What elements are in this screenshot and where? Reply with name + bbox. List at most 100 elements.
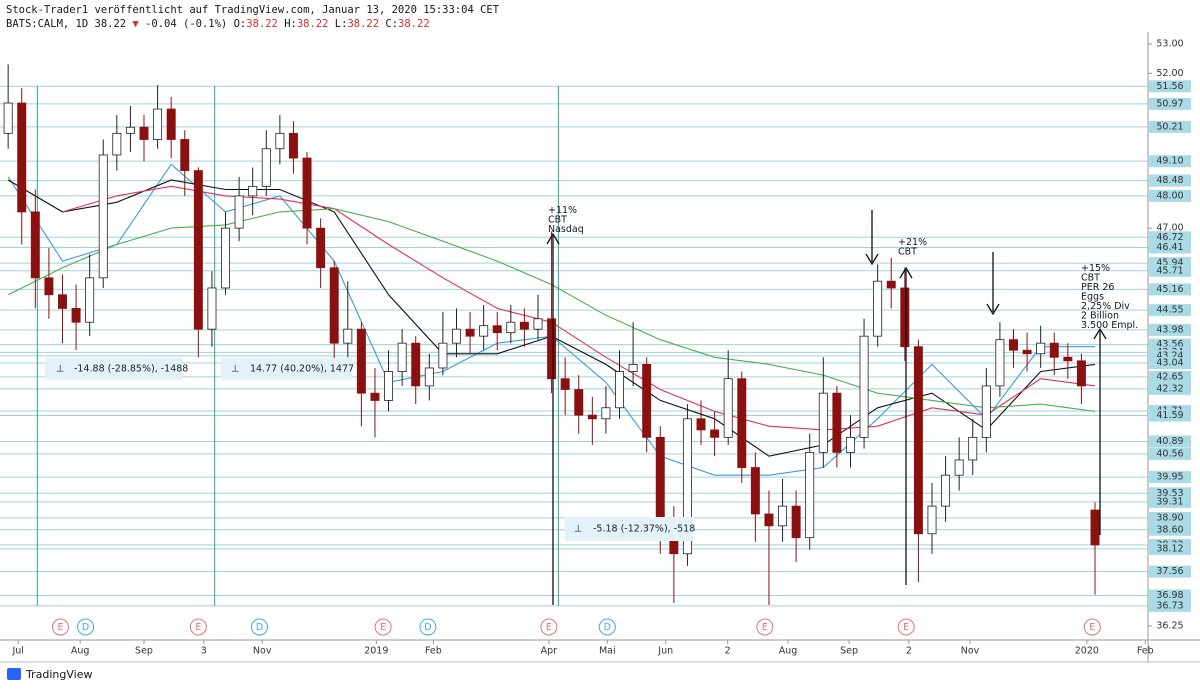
event-marker	[51, 618, 69, 636]
level-label-box	[1149, 542, 1191, 555]
candle-body	[30, 211, 40, 279]
annotation: +11% CBT Nasdaq	[548, 205, 584, 235]
level-label: 38.12	[1156, 543, 1183, 554]
measure-icon: ⊥	[231, 364, 239, 375]
measure-label: 14.77 (40.20%), 1477	[250, 364, 354, 375]
ohlc-value: 38.22	[398, 18, 430, 30]
event-marker	[540, 618, 558, 636]
candle-body	[818, 392, 828, 453]
x-tick-label: Aug	[779, 646, 798, 657]
candle-body	[764, 513, 774, 527]
candle-body	[275, 132, 285, 150]
level-label-box	[1149, 323, 1191, 336]
candle-body	[411, 342, 421, 387]
candle-body	[1049, 342, 1059, 358]
candle-body	[316, 227, 326, 269]
annotation: +21% CBT	[898, 237, 927, 258]
annotations: +11% CBT Nasdaq +21% CBT +15% CBT PER 26 Eggs 2…	[548, 205, 1138, 331]
down-triangle: ▼	[126, 18, 145, 30]
ohlc-key: H:	[284, 18, 297, 30]
candle-body	[180, 139, 190, 171]
candle-body	[859, 335, 869, 438]
candle-body	[370, 392, 380, 401]
ohlc-value: 38.22	[297, 18, 329, 30]
level-label: 36.98	[1156, 590, 1183, 601]
event-marker	[419, 618, 437, 636]
candle-body	[166, 108, 176, 140]
candle-body	[927, 505, 937, 535]
candle-body	[153, 108, 163, 140]
header-bg	[0, 0, 1148, 31]
candle-body	[723, 378, 733, 438]
candle-body	[384, 371, 394, 401]
ohlc-value: 38.22	[347, 18, 379, 30]
level-label-box	[1149, 523, 1191, 536]
candle-body	[560, 378, 570, 390]
event-marker	[897, 618, 915, 636]
level-label: 45.16	[1156, 284, 1183, 295]
candle-body	[805, 451, 815, 539]
annotation-line: Nasdaq	[548, 224, 584, 235]
candle-body	[1076, 360, 1086, 387]
event-marker	[598, 618, 616, 636]
arrow-head	[1093, 327, 1107, 340]
level-label-box	[1149, 370, 1191, 383]
level-label-box	[1149, 97, 1191, 110]
level-label: 39.95	[1156, 472, 1183, 483]
annotation-line: 2,25% Div	[1081, 301, 1130, 312]
x-tick-label: Nov	[253, 646, 272, 657]
candle-body	[832, 392, 842, 453]
moving-average	[62, 185, 1096, 431]
candle-body	[737, 378, 747, 468]
candle-body	[519, 321, 529, 330]
y-tick-label: 36.25	[1156, 620, 1183, 631]
candle-body	[329, 267, 339, 344]
level-label: 40.56	[1156, 448, 1183, 459]
annotation-line: +15%	[1081, 263, 1110, 274]
level-label-box	[1149, 409, 1191, 422]
candle-body	[58, 294, 67, 309]
level-label: 38.60	[1156, 524, 1183, 535]
candle-body	[3, 102, 13, 134]
footer-logo: TradingView	[25, 668, 92, 681]
event-label: E	[195, 622, 201, 633]
level-label: 41.59	[1156, 410, 1183, 421]
candle-body	[221, 227, 230, 289]
level-label-box	[1149, 80, 1191, 93]
y-tick-label: 47.00	[1156, 223, 1183, 234]
candle-body	[642, 364, 652, 438]
x-tick-label: Aug	[71, 646, 90, 657]
x-tick-label: Sep	[135, 646, 153, 657]
level-label-box	[1149, 382, 1191, 395]
candle-body	[465, 328, 475, 337]
axes-layer: 51.56 50.97 50.21 49.10 48.48 48.00 46.7246.41…	[11, 39, 1191, 657]
arrow-head	[865, 253, 879, 266]
arrow-head	[899, 266, 913, 279]
candle-body	[615, 371, 624, 409]
arrow-head	[546, 232, 560, 245]
x-tick-label: Mai	[599, 646, 616, 657]
candle-body	[791, 505, 801, 539]
candle-body	[533, 318, 543, 330]
event-label: E	[1089, 622, 1095, 633]
level-label-box	[1149, 155, 1191, 168]
level-label: 51.56	[1156, 81, 1183, 92]
level-label: 42.32	[1156, 383, 1183, 394]
candle-body	[397, 342, 407, 372]
candle-body	[696, 418, 706, 431]
event-marker	[1083, 618, 1101, 636]
annotation-line: CBT	[898, 246, 917, 257]
level-label-box	[1149, 495, 1191, 508]
arrows	[546, 210, 1107, 605]
measure-boxes: ⊥ -14.88 (-28.85%), -1488 ⊥ 14.77 (40.20…	[45, 358, 695, 541]
level-label: 50.97	[1156, 98, 1183, 109]
event-marker	[77, 618, 95, 636]
candle-body	[574, 389, 584, 416]
event-label: E	[380, 622, 386, 633]
x-tick-label: Apr	[541, 646, 558, 657]
plot-layer	[3, 64, 1100, 606]
x-tick-label: 2020	[1075, 646, 1099, 657]
candle-body	[492, 325, 502, 334]
measure-icon: ⊥	[56, 364, 64, 375]
candle-body	[438, 342, 448, 369]
